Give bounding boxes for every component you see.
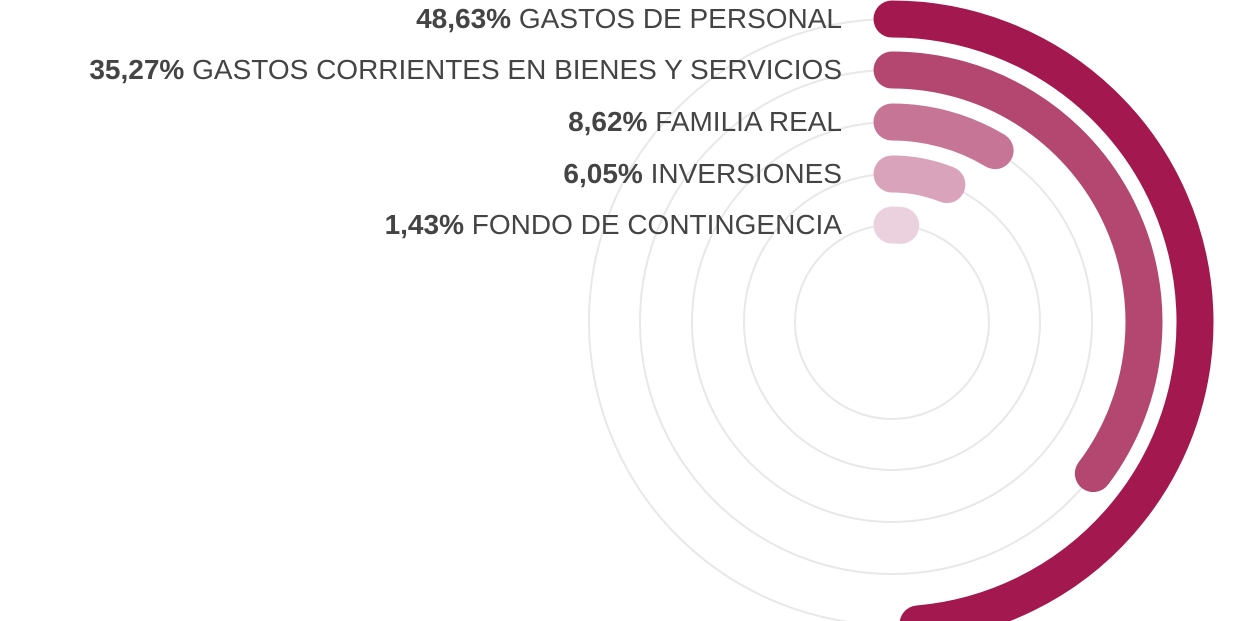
series-label: 1,43% FONDO DE CONTINGENCIA bbox=[385, 210, 842, 240]
bar-arc bbox=[873, 155, 966, 204]
value-label: 48,63% bbox=[416, 3, 512, 34]
category-label: GASTOS DE PERSONAL bbox=[511, 3, 842, 34]
bar-arc bbox=[873, 0, 1214, 621]
value-label: 8,62% bbox=[568, 106, 648, 137]
category-label: FONDO DE CONTINGENCIA bbox=[463, 209, 842, 240]
series-label: 48,63% GASTOS DE PERSONAL bbox=[416, 4, 842, 34]
value-label: 35,27% bbox=[89, 54, 185, 85]
series-label: 6,05% INVERSIONES bbox=[563, 159, 842, 189]
series-label: 35,27% GASTOS CORRIENTES EN BIENES Y SER… bbox=[89, 55, 842, 85]
bar-arc bbox=[873, 103, 1014, 170]
value-label: 6,05% bbox=[563, 158, 643, 189]
bar-arc bbox=[873, 51, 1163, 493]
category-label: GASTOS CORRIENTES EN BIENES Y SERVICIOS bbox=[184, 54, 842, 85]
category-label: INVERSIONES bbox=[642, 158, 842, 189]
category-label: FAMILIA REAL bbox=[647, 106, 842, 137]
series-label: 8,62% FAMILIA REAL bbox=[568, 107, 842, 137]
track-ring bbox=[794, 224, 990, 420]
value-label: 1,43% bbox=[384, 209, 464, 240]
